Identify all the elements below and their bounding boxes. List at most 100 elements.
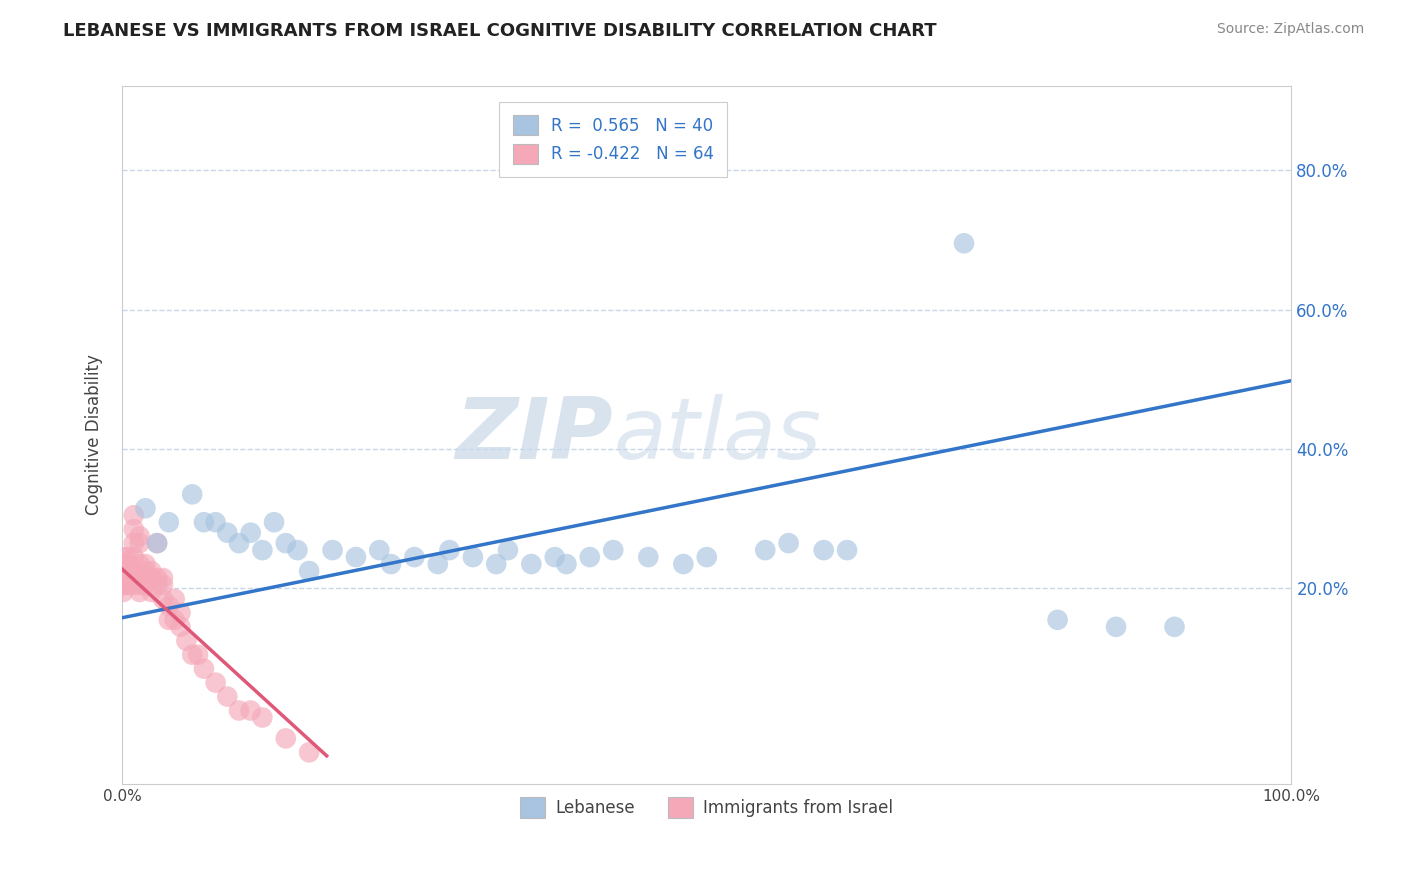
Point	[228, 704, 250, 718]
Point	[169, 620, 191, 634]
Point	[380, 557, 402, 571]
Point	[544, 550, 567, 565]
Point	[152, 578, 174, 592]
Point	[217, 525, 239, 540]
Point	[128, 536, 150, 550]
Point	[953, 236, 976, 251]
Point	[141, 571, 163, 585]
Point	[578, 550, 600, 565]
Point	[181, 648, 204, 662]
Point	[181, 487, 204, 501]
Point	[602, 543, 624, 558]
Text: Source: ZipAtlas.com: Source: ZipAtlas.com	[1216, 22, 1364, 37]
Point	[637, 550, 659, 565]
Point	[117, 571, 139, 585]
Point	[555, 557, 578, 571]
Point	[122, 522, 145, 536]
Point	[117, 564, 139, 578]
Point	[117, 571, 139, 585]
Point	[1046, 613, 1069, 627]
Point	[112, 564, 135, 578]
Point	[204, 675, 226, 690]
Point	[252, 543, 274, 558]
Point	[274, 731, 297, 746]
Point	[263, 515, 285, 529]
Point	[404, 550, 426, 565]
Point	[193, 515, 215, 529]
Point	[672, 557, 695, 571]
Point	[239, 525, 262, 540]
Point	[122, 550, 145, 565]
Point	[813, 543, 835, 558]
Point	[228, 536, 250, 550]
Point	[287, 543, 309, 558]
Point	[157, 613, 180, 627]
Point	[117, 550, 139, 565]
Point	[134, 557, 156, 571]
Point	[778, 536, 800, 550]
Point	[461, 550, 484, 565]
Point	[163, 591, 186, 606]
Y-axis label: Cognitive Disability: Cognitive Disability	[86, 355, 103, 516]
Point	[368, 543, 391, 558]
Point	[322, 543, 344, 558]
Point	[134, 578, 156, 592]
Point	[146, 536, 169, 550]
Text: atlas: atlas	[613, 393, 821, 476]
Point	[169, 606, 191, 620]
Point	[1105, 620, 1128, 634]
Point	[439, 543, 461, 558]
Point	[134, 501, 156, 516]
Point	[112, 578, 135, 592]
Point	[112, 557, 135, 571]
Point	[187, 648, 209, 662]
Point	[112, 585, 135, 599]
Point	[176, 633, 198, 648]
Point	[520, 557, 543, 571]
Point	[193, 662, 215, 676]
Point	[134, 571, 156, 585]
Point	[117, 564, 139, 578]
Point	[117, 578, 139, 592]
Point	[122, 508, 145, 523]
Point	[496, 543, 519, 558]
Point	[141, 585, 163, 599]
Point	[141, 564, 163, 578]
Point	[122, 571, 145, 585]
Point	[274, 536, 297, 550]
Point	[204, 515, 226, 529]
Legend: Lebanese, Immigrants from Israel: Lebanese, Immigrants from Israel	[513, 790, 900, 824]
Point	[112, 571, 135, 585]
Point	[128, 585, 150, 599]
Point	[239, 704, 262, 718]
Point	[112, 564, 135, 578]
Point	[163, 613, 186, 627]
Point	[112, 578, 135, 592]
Point	[117, 557, 139, 571]
Point	[122, 564, 145, 578]
Point	[217, 690, 239, 704]
Point	[152, 571, 174, 585]
Point	[252, 710, 274, 724]
Point	[485, 557, 508, 571]
Point	[112, 571, 135, 585]
Point	[128, 571, 150, 585]
Point	[157, 515, 180, 529]
Point	[146, 571, 169, 585]
Point	[112, 557, 135, 571]
Point	[122, 536, 145, 550]
Point	[298, 745, 321, 759]
Point	[152, 591, 174, 606]
Point	[754, 543, 776, 558]
Point	[117, 571, 139, 585]
Text: ZIP: ZIP	[456, 393, 613, 476]
Point	[112, 550, 135, 565]
Point	[112, 571, 135, 585]
Point	[1163, 620, 1185, 634]
Point	[128, 529, 150, 543]
Point	[146, 536, 169, 550]
Point	[134, 564, 156, 578]
Point	[122, 571, 145, 585]
Point	[298, 564, 321, 578]
Point	[157, 599, 180, 613]
